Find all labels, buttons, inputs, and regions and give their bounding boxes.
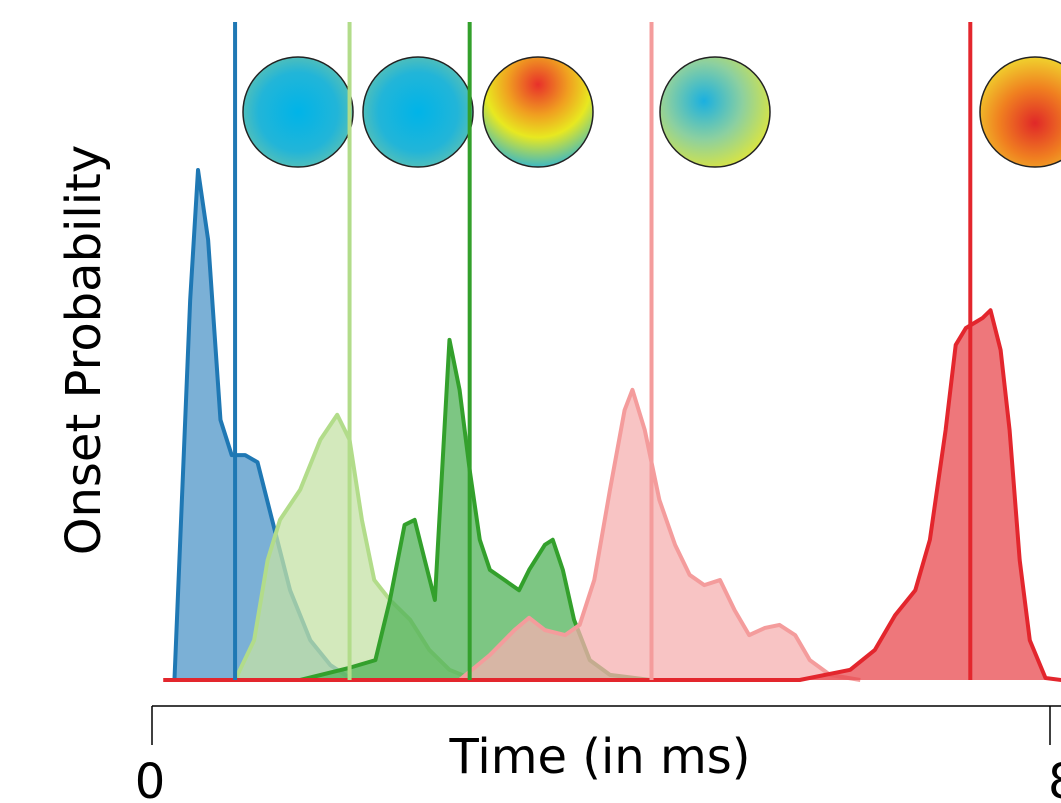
density-line — [163, 308, 1061, 682]
density-area — [174, 170, 350, 680]
y-axis-label: Onset Probability — [56, 145, 112, 556]
topomap — [659, 56, 771, 168]
topomaps — [242, 56, 1061, 168]
density-line — [458, 387, 861, 682]
topomap — [362, 56, 474, 168]
topomap — [482, 56, 594, 168]
x-axis-label: Time (in ms) — [449, 729, 751, 785]
topomap — [242, 56, 354, 168]
density-line — [299, 337, 651, 682]
density-area — [459, 389, 861, 680]
plot-area — [163, 22, 1061, 682]
density-area — [235, 414, 470, 680]
x-tick-label: 0 — [135, 754, 166, 803]
x-tick-label: 800 — [1048, 754, 1061, 803]
topomap — [979, 56, 1061, 168]
